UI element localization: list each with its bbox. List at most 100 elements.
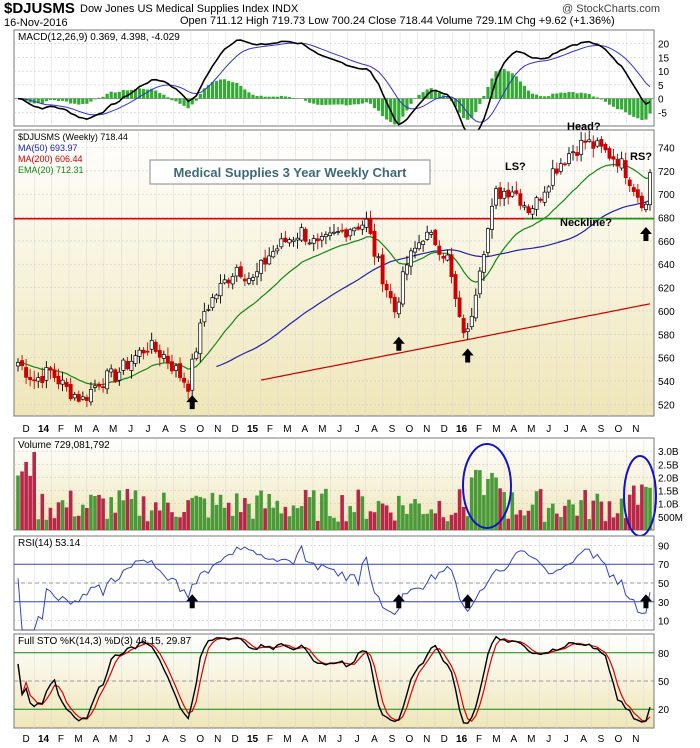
candle-body — [429, 232, 434, 235]
rsi-tick-label: 90 — [658, 541, 670, 552]
volume-bar — [117, 490, 122, 530]
volume-bar — [603, 521, 608, 530]
macd-hist-bar — [73, 98, 77, 104]
candle-body — [141, 349, 146, 354]
candle-body — [218, 283, 223, 297]
volume-bar — [526, 510, 531, 530]
candle-body — [194, 351, 199, 359]
volume-bar — [72, 516, 77, 530]
macd-hist-bar — [543, 96, 547, 99]
macd-hist-bar — [453, 98, 458, 107]
volume-bar — [356, 489, 361, 530]
macd-hist-bar — [328, 98, 332, 105]
volume-bar — [206, 517, 211, 530]
macd-hist-bar — [97, 97, 101, 99]
price-tick-label: 680 — [658, 214, 675, 225]
x-tick-label: 15 — [247, 424, 259, 435]
x-tick-label-bottom: M — [492, 734, 500, 745]
x-tick-label-bottom: N — [423, 734, 430, 745]
candle-body — [109, 368, 114, 373]
candle-body — [449, 254, 454, 277]
macd-hist-bar — [218, 79, 223, 99]
x-tick-label: M — [527, 424, 535, 435]
candle-body — [36, 377, 41, 382]
candle-body — [60, 379, 65, 385]
volume-bar — [494, 477, 498, 530]
volume-bar — [518, 510, 523, 530]
volume-bar — [56, 502, 61, 530]
x-tick-label: N — [632, 424, 639, 435]
macd-hist-bar — [530, 93, 535, 99]
macd-tick-label: 15 — [658, 53, 670, 64]
volume-bar — [591, 500, 596, 530]
volume-bar — [502, 491, 506, 530]
candle-body — [125, 361, 130, 370]
volume-bar — [575, 515, 579, 530]
volume-bar — [571, 504, 575, 530]
volume-bar — [352, 512, 357, 530]
volume-bar — [283, 506, 288, 530]
rsi-arrow-up — [186, 594, 199, 609]
candle-body — [307, 242, 312, 245]
candle-body — [76, 393, 81, 402]
candle-body — [639, 195, 644, 209]
x-tick-label-bottom: J — [355, 734, 360, 745]
x-tick-label-bottom: N — [632, 734, 639, 745]
volume-bar — [417, 503, 421, 530]
candle-body — [643, 203, 648, 210]
candle-body — [481, 254, 486, 273]
x-tick-label: 16 — [456, 424, 468, 435]
x-tick-label-bottom: S — [389, 734, 396, 745]
macd-hist-bar — [113, 92, 117, 99]
macd-hist-bar — [324, 98, 328, 105]
macd-hist-bar — [620, 98, 624, 110]
candle-body — [404, 264, 409, 275]
candle-body — [16, 362, 20, 367]
volume-bar — [636, 504, 640, 530]
volume-bar — [405, 513, 409, 530]
candle-body — [413, 247, 417, 253]
price-tick-label: 620 — [658, 284, 675, 295]
volume-bar — [348, 506, 353, 530]
x-tick-label-bottom: A — [580, 734, 587, 745]
chart-title: Medical Supplies 3 Year Weekly Chart — [174, 165, 408, 180]
x-tick-label: S — [389, 424, 396, 435]
price-tick-label: 740 — [658, 144, 675, 155]
macd-hist-bar — [551, 93, 555, 99]
macd-hist-bar — [275, 96, 279, 99]
volume-bar — [141, 496, 146, 530]
x-tick-label-bottom: J — [337, 734, 342, 745]
candle-body — [567, 153, 571, 164]
candle-body — [182, 377, 187, 383]
volume-bar — [81, 504, 85, 530]
rsi-tick-label: 70 — [658, 560, 670, 571]
volume-bar — [397, 495, 401, 530]
x-tick-label-bottom: S — [598, 734, 605, 745]
candle-body — [210, 297, 215, 308]
volume-bar — [16, 475, 20, 530]
candle-body — [469, 316, 474, 328]
candle-body — [615, 158, 620, 167]
x-tick-label: A — [301, 424, 308, 435]
volume-bar — [287, 516, 292, 530]
candle-body — [279, 238, 284, 248]
volume-bar — [218, 494, 223, 530]
annotation-neckline: Neckline? — [560, 217, 612, 229]
candle-body — [396, 301, 401, 315]
chart-title-box — [149, 159, 431, 185]
macd-hist-bar — [129, 89, 134, 99]
price-arrow-up — [392, 336, 405, 351]
volume-bar — [401, 505, 405, 530]
macd-hist-bar — [81, 98, 85, 105]
x-tick-label: D — [441, 424, 448, 435]
candle-body — [40, 375, 45, 383]
volume-bar — [425, 513, 429, 530]
volume-bar — [595, 493, 600, 530]
candle-body — [295, 237, 300, 241]
macd-hist-bar — [146, 89, 150, 99]
volume-bar — [311, 490, 316, 530]
macd-hist-bar — [304, 98, 308, 101]
macd-hist-bar — [510, 73, 514, 99]
macd-hist-bar — [526, 90, 531, 99]
macd-hist-bar — [150, 88, 154, 99]
